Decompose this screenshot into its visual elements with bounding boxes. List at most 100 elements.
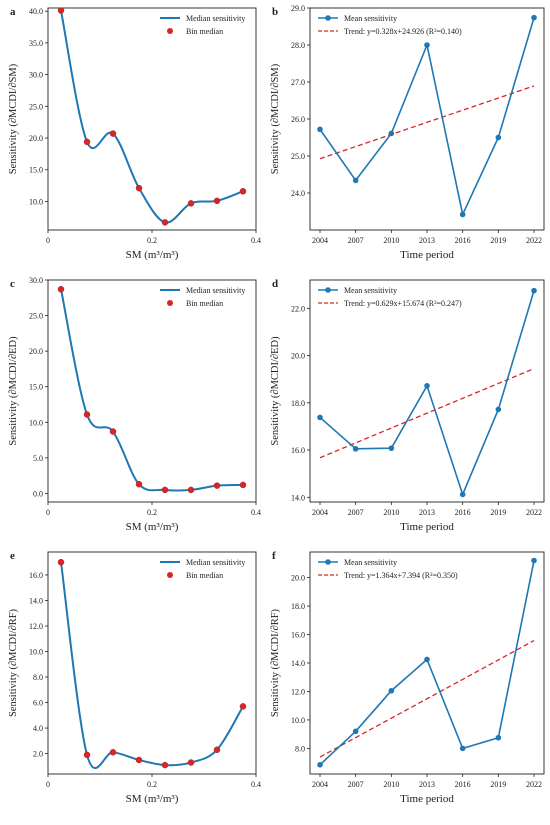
y-tick-label: 15.0: [29, 383, 43, 392]
y-tick-label: 10.0: [29, 197, 43, 206]
mean-sensitivity-point: [424, 383, 430, 389]
panel-e: 2.0 4.0 6.0 8.0 10.0 12.0 14.0 16.0 0 0.2 0.4 SM (m…: [8, 550, 261, 805]
x-tick-label: 2013: [419, 780, 435, 789]
mean-sensitivity-point: [495, 406, 502, 413]
panel-label: f: [272, 550, 276, 562]
y-tick-label: 20.0: [291, 352, 305, 361]
mean-sensitivity-point: [388, 445, 395, 451]
x-axis-label: Time period: [400, 249, 454, 261]
x-tick-label: 2007: [348, 236, 364, 245]
bin-median-point: [239, 703, 247, 710]
x-axis-label: Time period: [400, 793, 454, 805]
panel-label: e: [10, 550, 15, 562]
x-tick-label: 2007: [348, 780, 364, 789]
y-axis-label: Sensitivity (∂MCDI/∂RF): [8, 608, 19, 717]
y-axis-label: Sensitivity (∂MCDI/∂SM): [8, 63, 19, 174]
x-tick-label: 0.2: [147, 508, 157, 517]
y-tick-label: 12.0: [291, 687, 305, 696]
x-tick-label: 2016: [455, 236, 471, 245]
bin-median-point: [83, 411, 91, 418]
y-tick-label: 0.0: [33, 489, 43, 498]
y-axis-label: Sensitivity (∂MCDI/∂ED): [8, 336, 19, 446]
x-tick-label: 0: [46, 780, 50, 789]
bin-median-point: [161, 219, 169, 226]
bin-median-point: [135, 756, 143, 764]
legend-point-swatch: [167, 300, 173, 306]
x-tick-label: 0: [46, 508, 50, 517]
y-tick-label: 5.0: [33, 454, 43, 463]
x-tick-label: 2019: [490, 508, 506, 517]
legend-marker-swatch: [325, 559, 331, 565]
mean-sensitivity-point: [317, 761, 323, 768]
mean-sensitivity-point: [531, 557, 537, 564]
x-tick-label: 2022: [526, 236, 542, 245]
x-tick-label: 2010: [383, 236, 399, 245]
x-tick-label: 2016: [455, 780, 471, 789]
bin-median-point: [57, 286, 65, 293]
bin-median-point: [57, 7, 65, 14]
legend-entry: Median sensitivity: [186, 558, 245, 567]
bin-median-point: [109, 749, 117, 756]
y-tick-label: 14.0: [29, 596, 43, 605]
x-tick-label: 2004: [312, 236, 328, 245]
x-axis-label: SM (m³/m³): [126, 521, 179, 533]
x-tick-label: 2022: [526, 780, 542, 789]
panel-c: 0.0 5.0 10.0 15.0 20.0 25.0 30.0 0 0.2 0.4 SM (m³/…: [8, 276, 261, 533]
x-tick-label: 0.4: [251, 236, 261, 245]
legend-entry: Bin median: [186, 571, 223, 580]
x-tick-label: 0.4: [251, 780, 261, 789]
x-tick-label: 2004: [312, 508, 328, 517]
y-tick-label: 35.0: [29, 39, 43, 48]
mean-sensitivity-line: [319, 560, 535, 766]
legend-entry: Mean sensitivity: [344, 286, 397, 295]
mean-sensitivity-point: [495, 134, 502, 141]
y-tick-label: 28.0: [291, 41, 305, 50]
trend-line: [319, 368, 535, 459]
panel-d: 14.0 16.0 18.0 20.0 22.0 2004 2007 2010 2013 2016…: [270, 278, 545, 533]
legend-entry: Median sensitivity: [186, 286, 245, 295]
legend-point-swatch: [167, 28, 173, 34]
y-tick-label: 10.0: [29, 418, 43, 427]
bin-median-point: [213, 197, 221, 205]
mean-sensitivity-point: [531, 14, 537, 21]
bin-median-point: [213, 746, 221, 754]
bin-median-point: [83, 751, 91, 759]
y-tick-label: 30.0: [29, 71, 43, 80]
plot-frame: [47, 551, 257, 775]
bin-median-point: [187, 486, 195, 494]
bin-median-point: [135, 184, 143, 192]
y-tick-label: 29.0: [291, 4, 305, 13]
legend-marker-swatch: [325, 287, 331, 293]
y-tick-label: 40.0: [29, 7, 43, 16]
panel-a: 10.0 15.0 20.0 25.0 30.0 35.0 40.0 0 0.2 0.4 SM (m…: [8, 6, 261, 261]
mean-sensitivity-point: [531, 287, 537, 294]
x-tick-label: 2016: [455, 508, 471, 517]
x-tick-label: 0.2: [147, 236, 157, 245]
plot-frame: [309, 7, 545, 231]
y-axis-label: Sensitivity (∂MCDI/∂SM): [270, 63, 281, 174]
x-axis-label: SM (m³/m³): [126, 793, 179, 805]
mean-sensitivity-point: [352, 177, 359, 184]
y-tick-label: 25.0: [29, 102, 43, 111]
y-axis-label: Sensitivity (∂MCDI/∂RF): [270, 608, 281, 717]
plot-frame: [47, 7, 257, 231]
mean-sensitivity-point: [317, 126, 323, 133]
y-tick-label: 25.0: [29, 312, 43, 321]
y-tick-label: 24.0: [291, 189, 305, 198]
legend-entry: Trend: y=0.328x+24.926 (R²=0.140): [344, 27, 462, 36]
x-tick-label: 2013: [419, 508, 435, 517]
mean-sensitivity-point: [317, 414, 323, 421]
bin-median-point: [239, 188, 247, 195]
panel-b: 24.0 25.0 26.0 27.0 28.0 29.0 2004 2007 2010 2013…: [270, 4, 545, 261]
y-tick-label: 16.0: [291, 446, 305, 455]
bin-median-point: [187, 200, 195, 207]
x-tick-label: 2022: [526, 508, 542, 517]
bin-median-point: [109, 130, 117, 137]
legend-marker-swatch: [325, 15, 331, 21]
panel-label: c: [10, 278, 15, 290]
legend-entry: Bin median: [186, 299, 223, 308]
median-sensitivity-line: [60, 289, 244, 492]
y-tick-label: 16.0: [29, 571, 43, 580]
y-tick-label: 10.0: [291, 716, 305, 725]
